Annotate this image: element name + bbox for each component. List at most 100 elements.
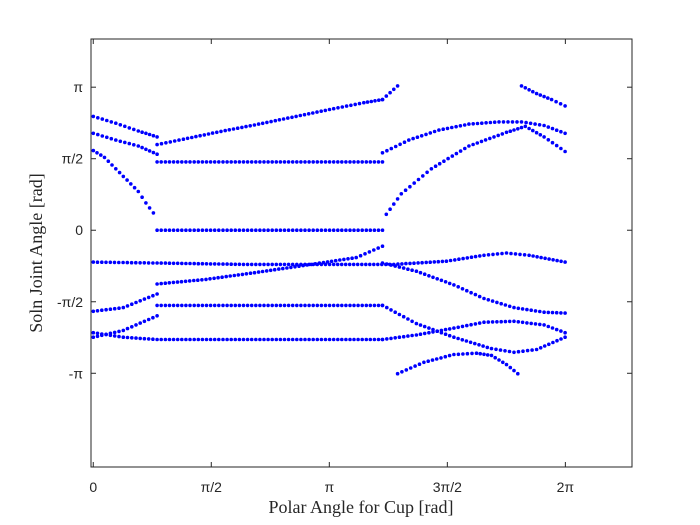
data-point xyxy=(340,337,344,342)
data-point xyxy=(229,303,233,308)
data-point xyxy=(95,260,100,265)
data-point xyxy=(458,149,463,153)
data-point xyxy=(380,160,385,164)
data-point xyxy=(91,131,96,136)
data-point xyxy=(163,261,168,265)
data-point xyxy=(471,142,475,147)
data-point xyxy=(344,337,348,342)
data-point xyxy=(188,228,192,232)
data-point xyxy=(410,319,414,324)
data-point xyxy=(376,228,381,232)
data-point xyxy=(515,120,519,124)
data-point xyxy=(117,329,121,334)
data-point xyxy=(121,305,126,310)
data-point xyxy=(180,337,184,342)
data-point xyxy=(512,368,516,373)
data-point xyxy=(121,335,126,340)
data-point xyxy=(159,141,164,146)
y-tick-label: π/2 xyxy=(62,151,84,167)
data-point xyxy=(510,120,515,124)
data-point xyxy=(219,129,223,134)
data-point xyxy=(303,228,307,232)
data-point xyxy=(558,102,563,106)
data-point xyxy=(499,301,504,306)
data-point xyxy=(363,252,367,256)
data-point xyxy=(435,329,440,334)
data-point xyxy=(327,337,332,342)
data-point xyxy=(151,315,155,320)
data-point xyxy=(486,253,491,257)
data-point xyxy=(180,160,184,164)
data-point xyxy=(484,121,488,125)
data-point xyxy=(527,88,531,92)
data-point xyxy=(380,261,385,265)
data-point xyxy=(282,228,287,232)
data-point xyxy=(531,89,535,94)
data-point xyxy=(389,308,393,312)
data-point xyxy=(212,262,217,266)
data-point xyxy=(295,303,299,308)
data-point xyxy=(192,337,196,342)
data-point xyxy=(117,334,121,339)
data-point xyxy=(389,336,393,341)
data-point xyxy=(412,181,417,185)
data-point xyxy=(483,138,488,142)
data-point xyxy=(200,337,205,342)
data-point xyxy=(307,303,311,308)
data-point xyxy=(550,140,555,145)
data-point xyxy=(365,100,370,104)
data-point xyxy=(360,228,365,232)
data-point xyxy=(490,320,495,324)
data-point xyxy=(91,330,96,335)
data-point xyxy=(421,174,425,178)
data-point xyxy=(274,262,279,267)
data-point xyxy=(336,106,340,110)
data-point xyxy=(171,228,176,232)
data-point xyxy=(535,254,539,259)
data-point xyxy=(286,262,291,267)
data-point xyxy=(151,337,155,342)
data-point xyxy=(418,323,423,327)
data-point xyxy=(262,160,266,164)
data-point xyxy=(256,270,261,274)
data-point xyxy=(372,337,377,342)
data-point xyxy=(91,309,96,314)
data-point xyxy=(525,321,529,325)
data-point xyxy=(465,323,469,328)
data-point xyxy=(489,346,494,351)
data-point xyxy=(348,228,352,232)
data-point xyxy=(516,349,521,354)
data-point xyxy=(237,262,242,267)
data-point xyxy=(427,326,431,330)
data-point xyxy=(480,121,484,125)
data-point xyxy=(531,254,535,258)
data-point xyxy=(262,337,266,342)
data-point xyxy=(109,136,114,141)
data-point xyxy=(559,329,563,333)
data-point xyxy=(393,264,398,268)
data-point xyxy=(155,160,159,164)
data-point xyxy=(268,268,273,273)
data-point xyxy=(538,133,543,137)
data-point xyxy=(225,303,229,308)
data-point xyxy=(117,306,121,311)
data-point xyxy=(336,160,340,164)
data-point xyxy=(281,117,286,121)
data-point xyxy=(196,303,201,308)
data-point xyxy=(537,123,542,127)
data-point xyxy=(323,108,328,113)
data-point xyxy=(91,260,96,264)
x-tick-label: 3π/2 xyxy=(433,479,462,495)
y-axis-ticks: π π/2 0 -π/2 -π xyxy=(57,79,632,381)
data-point xyxy=(254,262,258,267)
data-point xyxy=(192,278,196,283)
data-point xyxy=(335,262,340,267)
data-point xyxy=(171,160,176,164)
data-point xyxy=(422,324,427,329)
data-point xyxy=(299,303,303,308)
data-point xyxy=(249,160,254,164)
data-point xyxy=(461,352,465,356)
data-point xyxy=(469,322,473,327)
data-point xyxy=(258,160,262,164)
data-point xyxy=(100,308,104,313)
